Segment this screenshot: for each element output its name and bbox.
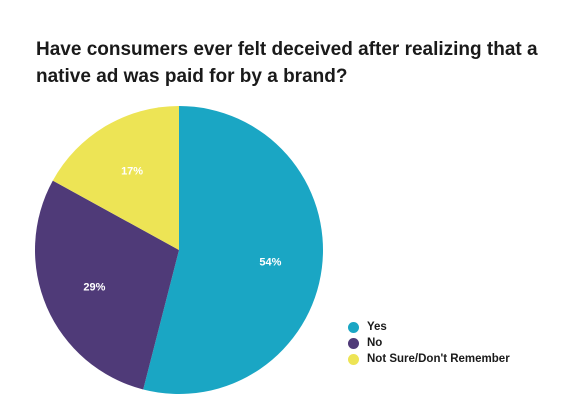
- legend-label-yes: Yes: [367, 321, 387, 333]
- pie-slice-no: [34, 180, 179, 390]
- legend-label-not-sure: Not Sure/Don't Remember: [367, 353, 510, 365]
- legend-swatch-yes: [348, 321, 359, 333]
- legend-item-not-sure: Not Sure/Don't Remember: [348, 351, 510, 367]
- slice-label-no: 29%: [83, 282, 105, 294]
- legend-item-yes: Yes: [348, 319, 510, 335]
- legend-item-no: No: [348, 335, 510, 351]
- legend-label-no: No: [367, 337, 383, 349]
- pie-slice-not-sure-don-t-remember: [52, 106, 179, 250]
- slice-label-not-sure-don-t-remember: 17%: [121, 166, 143, 178]
- slice-label-yes: 54%: [259, 257, 281, 269]
- legend: Yes No Not Sure/Don't Remember: [348, 319, 510, 367]
- chart-title: Have consumers ever felt deceived after …: [36, 39, 538, 87]
- legend-swatch-not-sure: [348, 353, 359, 365]
- pie-slice-yes: [143, 106, 324, 395]
- legend-swatch-no: [348, 337, 359, 349]
